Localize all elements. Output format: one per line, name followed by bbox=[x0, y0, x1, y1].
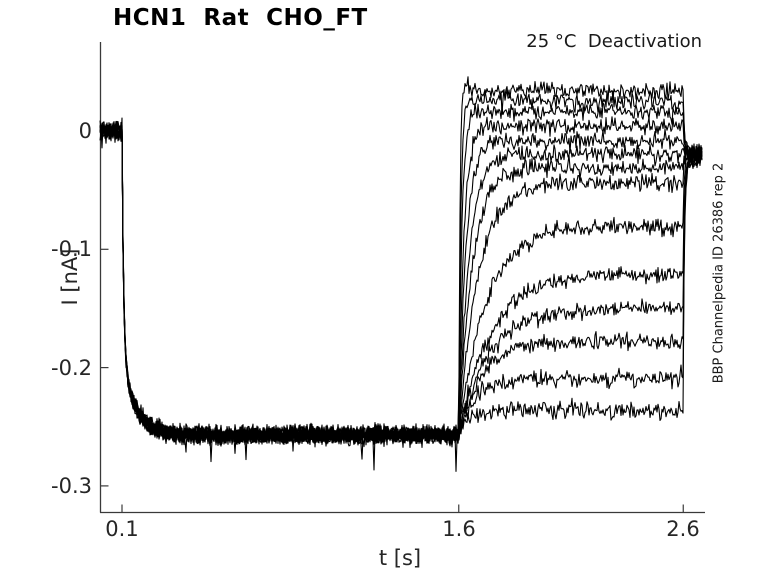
current-trace-2 bbox=[99, 102, 703, 460]
y-tick-label-0: 0 bbox=[78, 119, 92, 143]
current-trace-0 bbox=[99, 76, 703, 448]
x-tick-label-0: 0.1 bbox=[105, 517, 139, 541]
y-tick-label-1: -0.1 bbox=[51, 237, 92, 261]
current-trace-5 bbox=[99, 121, 702, 454]
x-axis-label: t [s] bbox=[378, 546, 422, 570]
x-tick-label-1: 1.6 bbox=[442, 517, 476, 541]
watermark-text: BBP Channelpedia ID 26386 rep 2 bbox=[711, 162, 727, 384]
current-trace-6 bbox=[99, 122, 703, 461]
condition-annotation: 25 °C Deactivation bbox=[526, 31, 702, 52]
y-tick-label-3: -0.3 bbox=[51, 474, 92, 498]
chart-title: HCN1 Rat CHO_FT bbox=[113, 5, 368, 31]
current-trace-10 bbox=[99, 123, 703, 445]
x-tick-label-2: 2.6 bbox=[666, 517, 700, 541]
y-tick-label-2: -0.2 bbox=[51, 356, 92, 380]
current-trace-9 bbox=[99, 124, 703, 448]
